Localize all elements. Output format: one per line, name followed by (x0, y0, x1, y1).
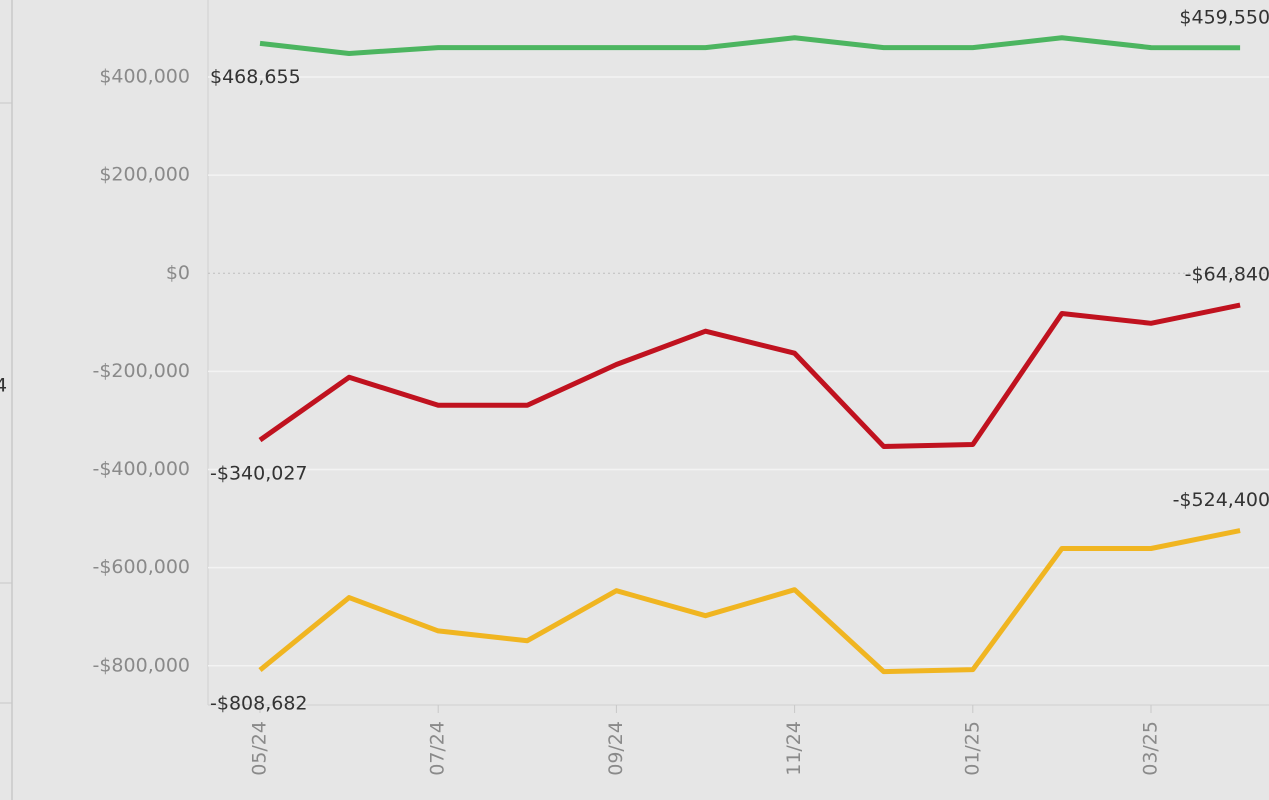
data-label: -$340,027 (210, 463, 308, 485)
data-label: -$524,400 (1173, 489, 1269, 511)
series-line (258, 528, 1241, 675)
y-tick-label: -$600,000 (92, 556, 190, 578)
y-tick-label: -$200,000 (92, 360, 190, 382)
y-tick-label: $0 (166, 262, 190, 284)
data-label: $468,655 (210, 66, 301, 88)
y-tick-label: $400,000 (99, 66, 190, 88)
panel-label: 4 (0, 375, 7, 397)
data-label: -$808,682 (210, 693, 308, 715)
x-tick-label: 07/24 (427, 721, 449, 776)
x-tick-label: 09/24 (605, 721, 627, 776)
series-line (258, 302, 1241, 449)
data-label: $459,550 (1179, 6, 1269, 28)
y-tick-label: $200,000 (99, 164, 190, 186)
series-line (259, 35, 1241, 56)
x-tick-label: 11/24 (783, 721, 805, 776)
x-tick-label: 03/25 (1140, 721, 1162, 776)
y-tick-label: -$800,000 (92, 654, 190, 676)
x-tick-label: 05/24 (249, 721, 271, 776)
data-label: -$64,840 (1185, 264, 1269, 286)
y-tick-label: -$400,000 (92, 458, 190, 480)
x-tick-label: 01/25 (961, 721, 983, 776)
